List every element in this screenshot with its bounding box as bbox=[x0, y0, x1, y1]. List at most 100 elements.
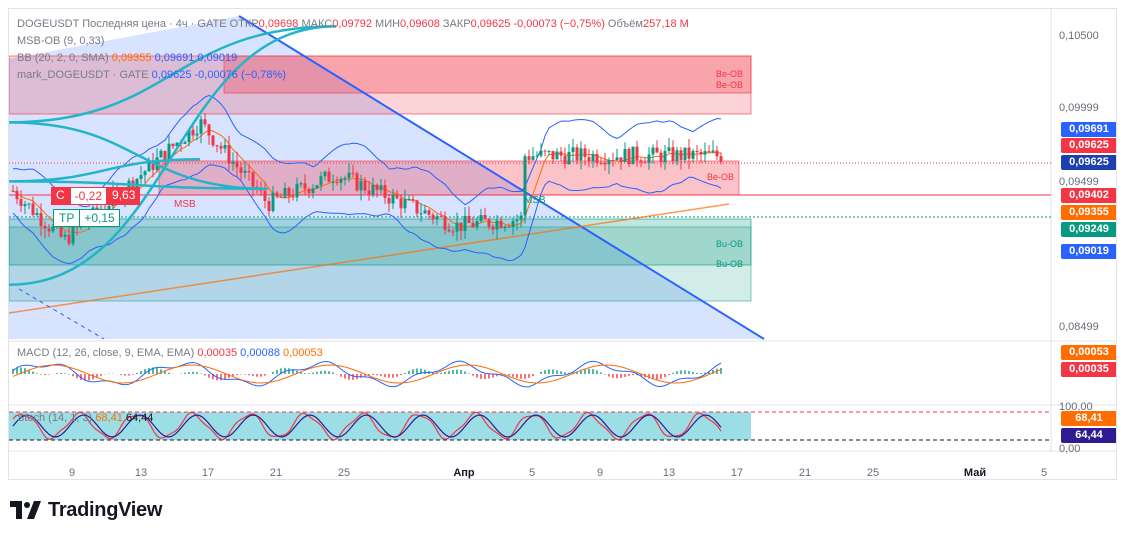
close-position-box[interactable]: C -0,22 9,63 bbox=[51, 187, 141, 205]
candle-body bbox=[151, 160, 155, 170]
candle-body bbox=[11, 190, 15, 192]
price-label-bb-basis[interactable]: 0,09355 bbox=[1061, 205, 1116, 220]
candle-body bbox=[259, 189, 263, 191]
candle-body bbox=[535, 155, 539, 157]
candle-body bbox=[667, 147, 671, 151]
price-label-msb[interactable]: 0,09402 bbox=[1061, 188, 1116, 203]
candle-body bbox=[271, 192, 275, 212]
close-tag[interactable]: C bbox=[51, 187, 70, 205]
candle-body bbox=[663, 150, 667, 163]
chart-frame[interactable]: MSB MSB Be-OB Be-OB Be-OB Bu-OB Bu-OB 0,… bbox=[8, 8, 1117, 480]
main-legend[interactable]: DOGEUSDT Последняя цена · 4ч · GATE ОТКР… bbox=[17, 18, 689, 30]
candle-body bbox=[487, 219, 491, 227]
tradingview-logo[interactable]: TradingView bbox=[10, 497, 162, 523]
candle-body bbox=[287, 188, 291, 197]
stoch-label-d[interactable]: 64,44 bbox=[1061, 428, 1116, 443]
candle-body bbox=[27, 203, 31, 205]
candle-body bbox=[435, 216, 439, 220]
bb-lower-band bbox=[12, 164, 722, 265]
macd-pane bbox=[12, 360, 722, 388]
time-tick: 25 bbox=[337, 467, 351, 479]
candle-body bbox=[303, 183, 307, 189]
candle-body bbox=[607, 160, 611, 165]
mark-legend[interactable]: mark_DOGEUSDT · GATE 0,09625 -0,00076 (−… bbox=[17, 68, 286, 82]
candle-body bbox=[331, 181, 335, 183]
macd-legend[interactable]: MACD (12, 26, close, 9, EMA, EMA) 0,0003… bbox=[17, 346, 323, 360]
time-tick: 5 bbox=[1040, 467, 1048, 479]
close-value: 0,09625 bbox=[470, 18, 511, 30]
take-profit-box[interactable]: TP +0,15 bbox=[53, 209, 120, 227]
msb-ob-name: MSB-OB (9, 0,33) bbox=[17, 35, 105, 47]
be-ob-label: Be-OB bbox=[716, 69, 743, 79]
volume-label: Объём bbox=[607, 18, 643, 30]
projection-curve bbox=[9, 25, 337, 286]
bu-ob-label: Bu-OB bbox=[716, 239, 743, 249]
bb-value-2: 0,09691 bbox=[154, 52, 195, 64]
candle-body bbox=[539, 150, 543, 156]
candle-body bbox=[71, 225, 75, 244]
candle-body bbox=[147, 160, 151, 172]
candle-body bbox=[591, 153, 595, 162]
candle-body bbox=[275, 192, 279, 197]
macd-label-signal[interactable]: 0,00053 bbox=[1061, 345, 1116, 360]
candle-body bbox=[311, 188, 315, 194]
volume-value: 257,18 M bbox=[642, 18, 689, 30]
candle-body bbox=[639, 160, 643, 163]
price-label-bu-ob[interactable]: 0,09249 bbox=[1061, 222, 1116, 237]
candle-body bbox=[51, 226, 55, 232]
candle-body bbox=[239, 167, 243, 173]
candle-body bbox=[307, 188, 311, 194]
candle-body bbox=[355, 173, 359, 191]
candle-body bbox=[191, 129, 195, 136]
candle-body bbox=[267, 200, 271, 212]
candle-body bbox=[407, 198, 411, 200]
candle-body bbox=[595, 153, 599, 163]
candle-body bbox=[319, 176, 323, 186]
chart-canvas[interactable]: MSB MSB Be-OB Be-OB Be-OB Bu-OB Bu-OB 0,… bbox=[9, 9, 1117, 480]
stoch-legend[interactable]: Stoch (14, 1, 3) 68,41 64,44 bbox=[17, 411, 153, 425]
bullish-order-block bbox=[9, 226, 752, 302]
ascending-trendline-dashed bbox=[18, 288, 105, 340]
price-tick: 0,09499 bbox=[1059, 176, 1099, 188]
candle-body bbox=[503, 226, 507, 229]
low-value: 0,09608 bbox=[400, 18, 440, 30]
msb-ob-legend[interactable]: MSB-OB (9, 0,33) bbox=[17, 34, 104, 48]
candle-body bbox=[291, 196, 295, 198]
candle-body bbox=[251, 172, 255, 187]
macd-label-hist[interactable]: 0,00035 bbox=[1061, 362, 1116, 377]
time-tick: 9 bbox=[68, 467, 76, 479]
candle-body bbox=[367, 190, 371, 195]
candle-body bbox=[575, 147, 579, 161]
macd-value-3: 0,00053 bbox=[283, 347, 323, 359]
time-tick: 13 bbox=[134, 467, 148, 479]
time-tick-month: Май bbox=[963, 467, 987, 479]
open-value: 0,09698 bbox=[258, 18, 299, 30]
candle-body bbox=[171, 143, 175, 147]
candle-body bbox=[687, 147, 691, 159]
stoch-value-2: 64,44 bbox=[125, 412, 154, 424]
price-label-bb-lower[interactable]: 0,09019 bbox=[1061, 244, 1116, 259]
stoch-tick: 0,00 bbox=[1059, 443, 1080, 455]
candle-body bbox=[343, 178, 347, 180]
candle-body bbox=[715, 150, 719, 157]
candle-body bbox=[199, 119, 203, 134]
candle-body bbox=[67, 234, 71, 244]
bb-legend[interactable]: BB (20, 2, 0, SMA) 0,09355 0,09691 0,090… bbox=[17, 51, 237, 65]
candle-body bbox=[207, 124, 211, 136]
time-tick: 25 bbox=[866, 467, 880, 479]
candlesticks[interactable] bbox=[11, 112, 723, 247]
price-label-mark[interactable]: 0,09625 bbox=[1061, 155, 1116, 170]
price-label-bb-upper[interactable]: 0,09691 bbox=[1061, 122, 1116, 137]
candle-body bbox=[619, 157, 623, 163]
symbol[interactable]: DOGEUSDT bbox=[17, 18, 80, 30]
candle-body bbox=[299, 183, 303, 185]
candle-body bbox=[383, 185, 387, 199]
tp-tag[interactable]: TP bbox=[53, 209, 81, 227]
bb-name: BB (20, 2, 0, SMA) bbox=[17, 52, 109, 64]
stoch-k-line bbox=[12, 411, 722, 441]
exchange: GATE bbox=[197, 18, 227, 30]
price-label-close[interactable]: 0,09625 bbox=[1061, 138, 1116, 153]
stoch-label-k[interactable]: 68,41 bbox=[1061, 411, 1116, 426]
stoch-pane bbox=[12, 411, 722, 441]
candle-body bbox=[647, 154, 651, 163]
